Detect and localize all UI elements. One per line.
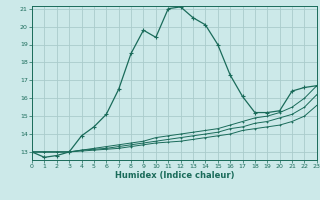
X-axis label: Humidex (Indice chaleur): Humidex (Indice chaleur) [115, 171, 234, 180]
